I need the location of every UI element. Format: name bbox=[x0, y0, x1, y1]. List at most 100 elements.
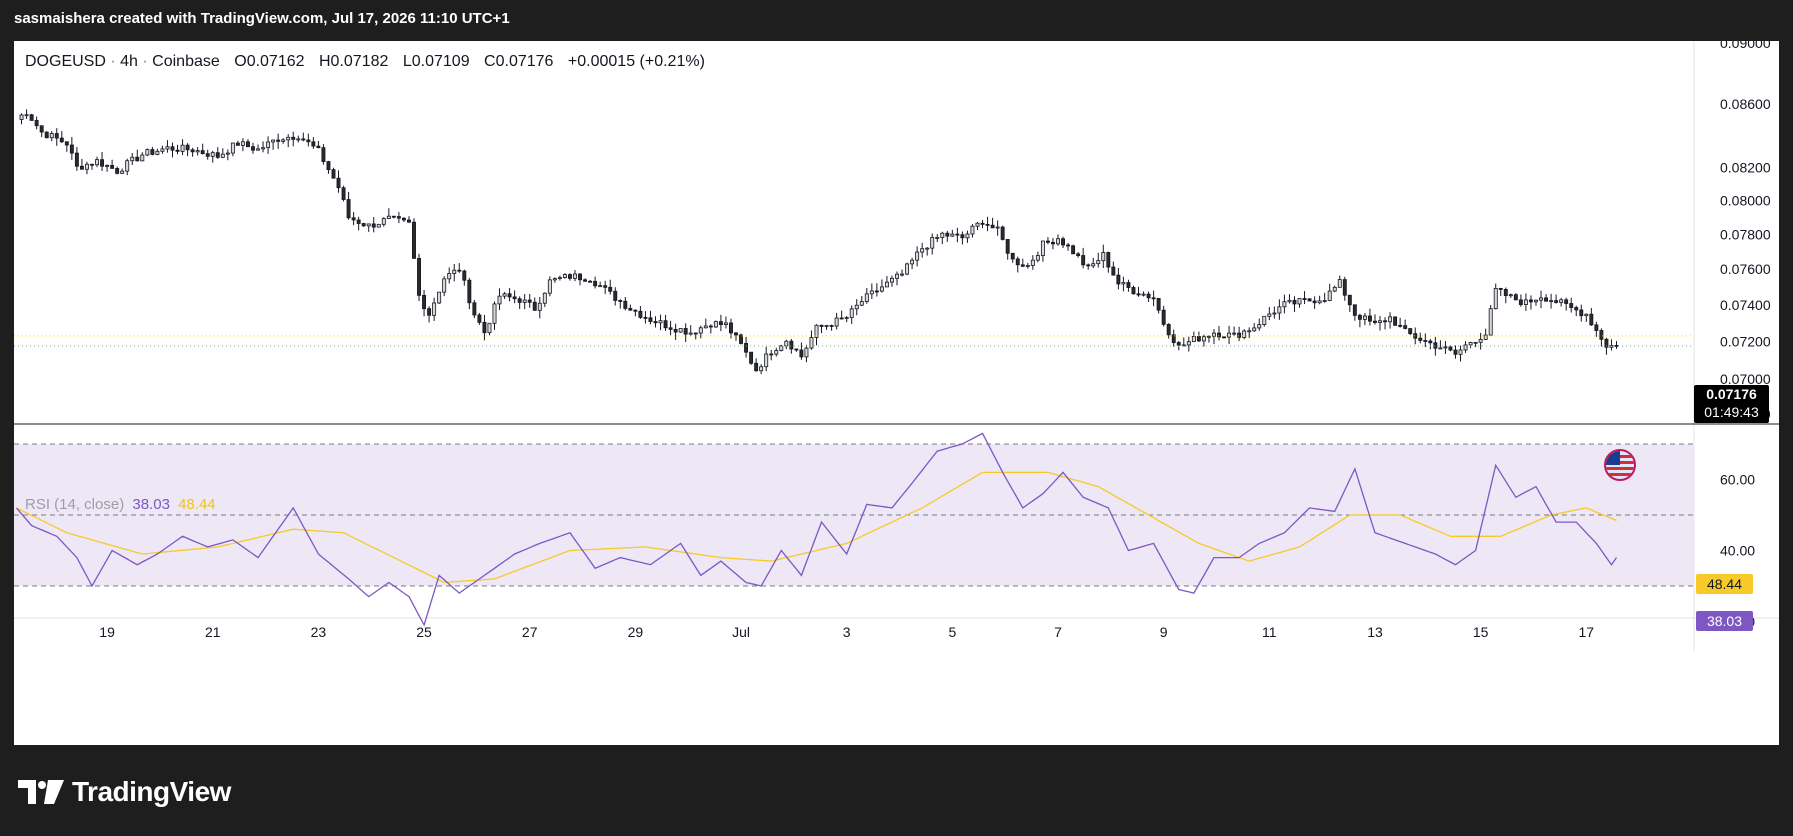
candle-up bbox=[900, 273, 904, 276]
rsi-axis-tick: 60.00 bbox=[1720, 472, 1755, 488]
candle-down bbox=[276, 139, 281, 142]
candle-up bbox=[703, 325, 708, 329]
candle-up bbox=[713, 321, 718, 328]
candle-down bbox=[59, 137, 64, 143]
candle-up bbox=[1257, 324, 1262, 329]
candle-up bbox=[1201, 336, 1206, 342]
candle-down bbox=[643, 316, 648, 319]
candle-down bbox=[663, 320, 668, 329]
rsi-legend[interactable]: RSI (14, close) 38.03 48.44 bbox=[25, 496, 216, 513]
rsi-value-tag: 38.03 bbox=[1696, 611, 1753, 631]
candle-down bbox=[507, 293, 512, 298]
candle-down bbox=[1373, 320, 1377, 323]
candle-up bbox=[1443, 346, 1448, 349]
candle-down bbox=[1222, 336, 1226, 339]
candle-up bbox=[432, 302, 437, 316]
legend-symbol[interactable]: DOGEUSD bbox=[25, 53, 106, 70]
time-axis-tick: 5 bbox=[948, 624, 956, 640]
candle-up bbox=[120, 170, 125, 174]
time-axis-tick: 3 bbox=[843, 624, 851, 640]
candle-up bbox=[1297, 298, 1302, 305]
candle-up bbox=[915, 251, 920, 261]
candle-down bbox=[457, 269, 462, 272]
candle-down bbox=[407, 219, 411, 223]
rsi-line bbox=[16, 432, 1618, 627]
candle-up bbox=[366, 223, 371, 227]
candle-down bbox=[628, 308, 633, 311]
rsi-ma-line bbox=[16, 471, 1617, 584]
candle-down bbox=[1423, 340, 1428, 342]
candle-down bbox=[1413, 333, 1418, 339]
candle-down bbox=[734, 332, 738, 336]
candle-down bbox=[1020, 264, 1025, 267]
candle-down bbox=[301, 138, 306, 141]
candle-down bbox=[1554, 300, 1559, 303]
price-axis-tick: 0.07000 bbox=[1720, 371, 1771, 387]
candle-down bbox=[462, 270, 467, 281]
candle-down bbox=[1161, 309, 1166, 325]
candle-up bbox=[155, 150, 160, 155]
candle-down bbox=[1342, 279, 1347, 296]
candle-down bbox=[1126, 282, 1131, 288]
candle-up bbox=[1549, 300, 1554, 303]
candle-down bbox=[482, 321, 487, 334]
tradingview-brand[interactable]: TradingView bbox=[18, 776, 231, 808]
candle-down bbox=[1151, 297, 1156, 300]
candle-up bbox=[381, 218, 386, 225]
candle-up bbox=[1030, 259, 1035, 266]
candle-up bbox=[1362, 315, 1367, 320]
candle-up bbox=[1317, 300, 1322, 304]
candle-up bbox=[376, 223, 381, 228]
candle-down bbox=[955, 233, 960, 236]
candle-up bbox=[784, 340, 789, 347]
candle-down bbox=[517, 298, 522, 303]
candle-down bbox=[819, 324, 824, 327]
candle-down bbox=[1051, 241, 1055, 245]
chart-panel[interactable]: 0.09000 0.08600 0.08200 0.08000 0.07800 0.076… bbox=[14, 41, 1779, 745]
candle-up bbox=[296, 138, 301, 141]
candle-down bbox=[578, 273, 582, 281]
candle-down bbox=[110, 165, 115, 169]
candle-down bbox=[477, 314, 482, 323]
candle-up bbox=[759, 366, 764, 372]
candle-up bbox=[286, 136, 291, 141]
candle-down bbox=[1604, 338, 1609, 348]
candle-up bbox=[437, 291, 442, 304]
candle-up bbox=[920, 248, 925, 253]
candle-down bbox=[417, 257, 421, 296]
candle-down bbox=[1045, 240, 1050, 243]
candle-down bbox=[200, 150, 205, 155]
candle-down bbox=[829, 325, 834, 327]
current-price-value: 0.07176 bbox=[1706, 386, 1757, 402]
candle-up bbox=[1609, 344, 1614, 348]
candle-down bbox=[391, 215, 396, 218]
candle-down bbox=[190, 149, 195, 153]
candle-down bbox=[673, 328, 678, 333]
candle-up bbox=[24, 114, 29, 117]
candle-down bbox=[251, 146, 255, 151]
candle-down bbox=[1106, 252, 1111, 268]
candle-up bbox=[1056, 238, 1060, 245]
candle-down bbox=[769, 353, 774, 356]
legend-open: 0.07162 bbox=[246, 53, 305, 70]
candle-down bbox=[205, 153, 210, 157]
candle-down bbox=[1579, 309, 1584, 317]
candle-up bbox=[557, 277, 562, 280]
candle-up bbox=[1242, 330, 1247, 338]
candle-down bbox=[1589, 313, 1594, 326]
candle-down bbox=[744, 343, 749, 353]
candle-down bbox=[729, 322, 733, 334]
chart-canvas[interactable]: 0.09000 0.08600 0.08200 0.08000 0.07800 0.076… bbox=[14, 41, 1779, 745]
candle-up bbox=[678, 328, 683, 333]
candle-down bbox=[135, 156, 140, 162]
candle-up bbox=[1035, 255, 1040, 261]
candle-down bbox=[64, 141, 69, 146]
time-axis-tick: 7 bbox=[1054, 624, 1062, 640]
candle-up bbox=[261, 147, 266, 150]
us-flag-icon[interactable] bbox=[1604, 449, 1636, 481]
candle-down bbox=[1403, 325, 1408, 329]
candle-up bbox=[698, 327, 703, 334]
candle-down bbox=[945, 232, 950, 237]
candle-up bbox=[1191, 336, 1196, 343]
candle-down bbox=[1614, 344, 1619, 347]
